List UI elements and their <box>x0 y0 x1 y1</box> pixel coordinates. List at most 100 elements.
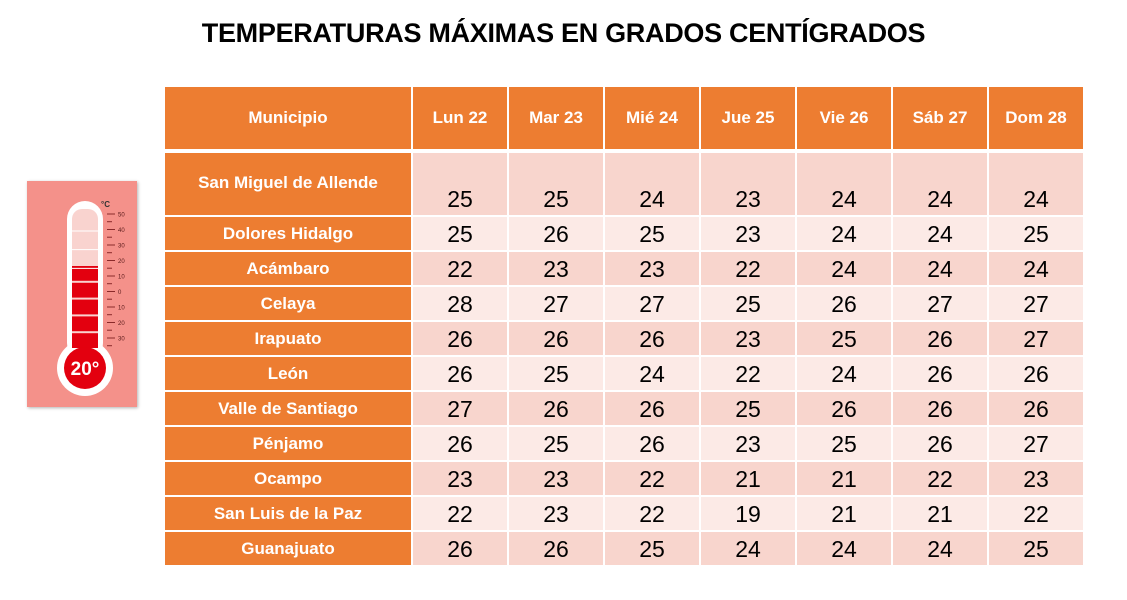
temperature-cell: 24 <box>893 153 987 215</box>
temperature-cell: 22 <box>605 462 699 495</box>
scale-label: 0 <box>118 290 122 296</box>
temperature-cell: 26 <box>893 357 987 390</box>
scale-label: 50 <box>118 213 125 219</box>
temperature-cell: 21 <box>701 462 795 495</box>
table-row: Valle de Santiago 27 26 26 25 26 26 26 <box>165 392 1083 425</box>
table-header-row: Municipio Lun 22 Mar 23 Mié 24 Jue 25 Vie 26 S… <box>165 87 1083 149</box>
table-row: Ocampo 23 23 22 21 21 22 23 <box>165 462 1083 495</box>
table-row: Pénjamo 26 25 26 23 25 26 27 <box>165 427 1083 460</box>
temperature-cell: 23 <box>509 252 603 285</box>
mercury-segment <box>72 299 98 315</box>
temperature-cell: 26 <box>893 322 987 355</box>
temperature-cell: 27 <box>893 287 987 320</box>
temperature-cell: 28 <box>413 287 507 320</box>
thermometer-icon: 20° °C 50 40 30 20 10 0 10 20 30 <box>27 181 137 407</box>
temperature-cell: 24 <box>797 153 891 215</box>
temperature-table: Municipio Lun 22 Mar 23 Mié 24 Jue 25 Vie 26 S… <box>163 85 1085 567</box>
temperature-cell: 25 <box>989 217 1083 250</box>
temperature-cell: 24 <box>989 252 1083 285</box>
table-row: León 26 25 24 22 24 26 26 <box>165 357 1083 390</box>
temperature-cell: 22 <box>413 252 507 285</box>
municipio-name: San Miguel de Allende <box>165 153 411 215</box>
temperature-cell: 26 <box>509 392 603 425</box>
temperature-cell: 23 <box>701 217 795 250</box>
scale-label: 20 <box>118 321 125 327</box>
temperature-cell: 25 <box>605 532 699 565</box>
temperature-cell: 27 <box>509 287 603 320</box>
table-row: Celaya 28 27 27 25 26 27 27 <box>165 287 1083 320</box>
municipio-name: Ocampo <box>165 462 411 495</box>
temperature-cell: 24 <box>605 153 699 215</box>
municipio-name: Pénjamo <box>165 427 411 460</box>
temperature-cell: 24 <box>797 532 891 565</box>
temperature-cell: 23 <box>701 153 795 215</box>
column-header-day: Lun 22 <box>413 87 507 149</box>
temperature-cell: 25 <box>413 153 507 215</box>
temperature-cell: 24 <box>701 532 795 565</box>
column-header-municipio: Municipio <box>165 87 411 149</box>
temperature-cell: 25 <box>701 392 795 425</box>
table-row: Acámbaro 22 23 23 22 24 24 24 <box>165 252 1083 285</box>
table-row: Guanajuato 26 26 25 24 24 24 25 <box>165 532 1083 565</box>
table-row: Irapuato 26 26 26 23 25 26 27 <box>165 322 1083 355</box>
temperature-cell: 23 <box>701 427 795 460</box>
temperature-cell: 26 <box>509 532 603 565</box>
temperature-cell: 26 <box>509 322 603 355</box>
municipio-name: Celaya <box>165 287 411 320</box>
column-header-day: Mié 24 <box>605 87 699 149</box>
temperature-cell: 26 <box>413 357 507 390</box>
temperature-cell: 23 <box>413 462 507 495</box>
temperature-cell: 24 <box>797 357 891 390</box>
mercury-segment <box>72 316 98 332</box>
temperature-cell: 22 <box>701 252 795 285</box>
thermometer-unit: °C <box>101 200 110 209</box>
temperature-cell: 19 <box>701 497 795 530</box>
temperature-cell: 27 <box>989 322 1083 355</box>
column-header-day: Jue 25 <box>701 87 795 149</box>
temperature-cell: 26 <box>605 427 699 460</box>
temperature-cell: 25 <box>989 532 1083 565</box>
thermometer-reading: 20° <box>71 359 100 380</box>
municipio-name: Acámbaro <box>165 252 411 285</box>
temperature-cell: 24 <box>797 252 891 285</box>
temperature-cell: 23 <box>509 462 603 495</box>
municipio-name: San Luis de la Paz <box>165 497 411 530</box>
temperature-cell: 27 <box>413 392 507 425</box>
temperature-cell: 22 <box>701 357 795 390</box>
temperature-cell: 25 <box>509 427 603 460</box>
temperature-cell: 24 <box>893 217 987 250</box>
mercury-segment <box>72 333 98 348</box>
temperature-cell: 21 <box>797 497 891 530</box>
scale-label: 10 <box>118 275 125 281</box>
temperature-cell: 25 <box>413 217 507 250</box>
temperature-cell: 22 <box>893 462 987 495</box>
temperature-cell: 26 <box>413 427 507 460</box>
temperature-cell: 26 <box>893 427 987 460</box>
temperature-cell: 24 <box>605 357 699 390</box>
temperature-cell: 27 <box>605 287 699 320</box>
municipio-name: León <box>165 357 411 390</box>
table-row: San Luis de la Paz 22 23 22 19 21 21 22 <box>165 497 1083 530</box>
temperature-cell: 24 <box>989 153 1083 215</box>
temperature-cell: 26 <box>605 322 699 355</box>
temperature-cell: 22 <box>605 497 699 530</box>
temperature-cell: 22 <box>413 497 507 530</box>
temperature-cell: 22 <box>989 497 1083 530</box>
temperature-cell: 21 <box>893 497 987 530</box>
temperature-cell: 26 <box>797 392 891 425</box>
temperature-cell: 25 <box>605 217 699 250</box>
municipio-name: Irapuato <box>165 322 411 355</box>
temperature-cell: 25 <box>797 322 891 355</box>
temperature-cell: 26 <box>509 217 603 250</box>
column-header-day: Mar 23 <box>509 87 603 149</box>
temperature-cell: 24 <box>797 217 891 250</box>
scale-label: 40 <box>118 228 125 234</box>
column-header-day: Vie 26 <box>797 87 891 149</box>
temperature-cell: 26 <box>893 392 987 425</box>
temperature-cell: 25 <box>509 153 603 215</box>
municipio-name: Guanajuato <box>165 532 411 565</box>
temperature-cell: 25 <box>509 357 603 390</box>
temperature-cell: 24 <box>893 532 987 565</box>
table-row: Dolores Hidalgo 25 26 25 23 24 24 25 <box>165 217 1083 250</box>
scale-label: 20 <box>118 259 125 265</box>
